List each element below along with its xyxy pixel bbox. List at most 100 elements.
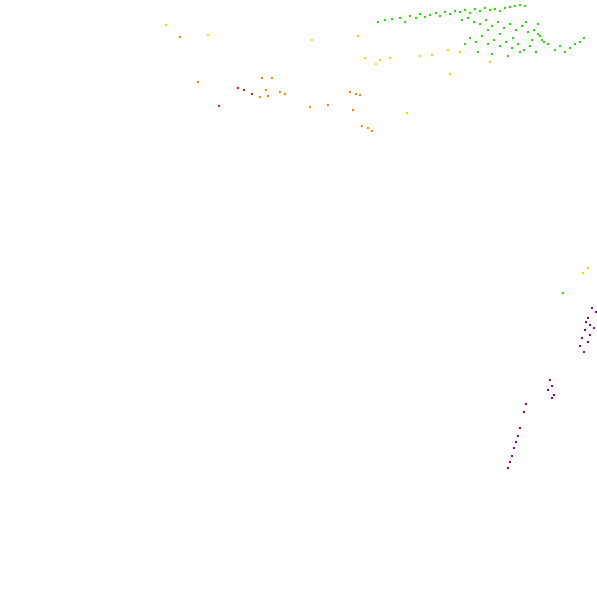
point (527, 31, 529, 33)
point (461, 19, 463, 21)
point (564, 51, 566, 53)
point (585, 321, 587, 323)
point (375, 63, 377, 65)
point (469, 37, 471, 39)
point (474, 8, 476, 10)
point (449, 13, 451, 15)
point (551, 385, 553, 387)
point (447, 49, 449, 51)
point (477, 51, 479, 53)
point (435, 12, 437, 14)
point (554, 49, 556, 51)
point (389, 57, 391, 59)
point (377, 21, 379, 23)
point (469, 12, 471, 14)
point (529, 45, 531, 47)
point (519, 51, 521, 53)
point (367, 127, 369, 129)
point (459, 51, 461, 53)
point (251, 93, 253, 95)
point (511, 455, 513, 457)
point (587, 341, 589, 343)
point (589, 334, 591, 336)
point (537, 33, 539, 35)
point (454, 10, 456, 12)
point (499, 10, 501, 12)
point (309, 106, 311, 108)
point (207, 34, 209, 36)
point (489, 61, 491, 63)
point (399, 17, 401, 19)
point (579, 41, 581, 43)
point (515, 441, 517, 443)
point (533, 29, 535, 31)
point (551, 397, 553, 399)
point (429, 14, 431, 16)
point (359, 94, 361, 96)
point (165, 24, 167, 26)
point (519, 427, 521, 429)
point (409, 15, 411, 17)
point (591, 307, 593, 309)
point (419, 55, 421, 57)
point (549, 379, 551, 381)
point (265, 89, 267, 91)
point (491, 25, 493, 27)
point (523, 49, 525, 51)
point (415, 17, 417, 19)
point (384, 19, 386, 21)
point (352, 109, 354, 111)
point (459, 11, 461, 13)
point (595, 311, 597, 313)
point (514, 5, 516, 7)
point (271, 77, 273, 79)
point (491, 53, 493, 55)
point (587, 317, 589, 319)
point (547, 389, 549, 391)
point (487, 29, 489, 31)
point (525, 403, 527, 405)
point (553, 394, 555, 396)
point (473, 21, 475, 23)
point (583, 37, 585, 39)
point (449, 73, 451, 75)
point (511, 47, 513, 49)
point (464, 9, 466, 11)
point (424, 16, 426, 18)
point (179, 36, 181, 38)
point (481, 35, 483, 37)
point (531, 39, 533, 41)
point (355, 93, 357, 95)
point (583, 351, 585, 353)
point (535, 51, 537, 53)
point (489, 9, 491, 11)
point (391, 18, 393, 20)
point (311, 39, 313, 41)
point (493, 39, 495, 41)
point (541, 39, 543, 41)
point (509, 6, 511, 8)
point (504, 7, 506, 9)
point (379, 59, 381, 61)
point (547, 43, 549, 45)
point (259, 96, 261, 98)
point (517, 43, 519, 45)
point (589, 324, 591, 326)
point (464, 43, 466, 45)
point (517, 435, 519, 437)
point (519, 4, 521, 6)
point (523, 411, 525, 413)
point (582, 272, 584, 274)
point (515, 29, 517, 31)
point (505, 41, 507, 43)
point (419, 13, 421, 15)
point (503, 27, 505, 29)
point (487, 43, 489, 45)
point (197, 81, 199, 83)
point (431, 54, 433, 56)
point (357, 35, 359, 37)
point (537, 23, 539, 25)
point (581, 337, 583, 339)
point (499, 45, 501, 47)
